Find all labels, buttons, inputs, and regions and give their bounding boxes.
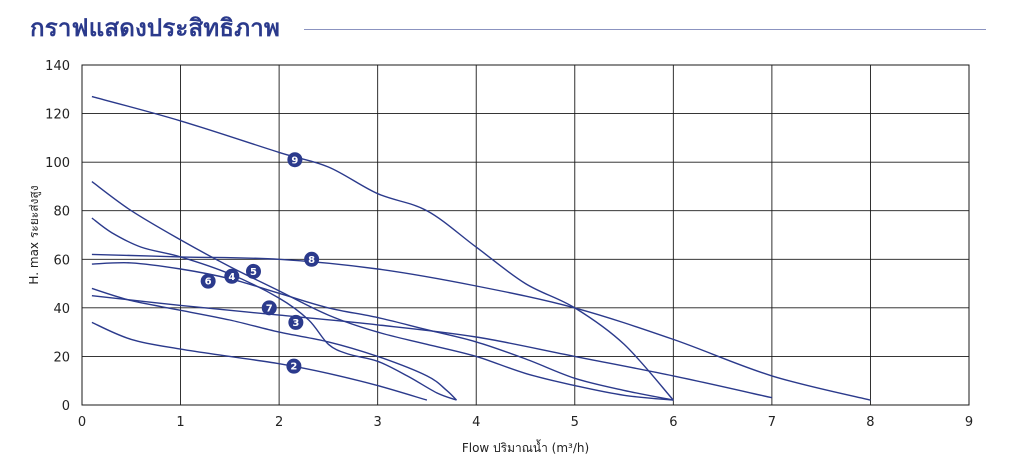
series-line-7 — [91, 295, 773, 399]
marker-number: 4 — [228, 272, 235, 283]
marker-badge — [286, 358, 302, 374]
x-tick-label: 8 — [866, 415, 874, 430]
series-line-9 — [91, 95, 674, 401]
x-tick-label: 6 — [669, 415, 677, 430]
y-tick-label: 0 — [62, 399, 70, 414]
y-tick-label: 20 — [53, 350, 70, 365]
series-markers: 2 3 4 5 6 7 8 9 — [200, 152, 320, 374]
x-tick-label: 3 — [374, 415, 382, 430]
series-line-6 — [91, 262, 674, 401]
y-tick-label: 40 — [53, 302, 70, 317]
marker-badge — [200, 273, 216, 289]
series-line-4 — [91, 217, 457, 401]
series-marker-6: 6 — [200, 273, 216, 289]
series-marker-4: 4 — [224, 268, 240, 284]
x-tick-label: 2 — [275, 415, 283, 430]
x-tick-label: 5 — [571, 415, 579, 430]
marker-badge — [304, 251, 320, 267]
series-line-2 — [91, 321, 428, 401]
series-line-3 — [91, 287, 458, 401]
x-tick-label: 0 — [78, 415, 86, 430]
x-axis-ticks: 0 1 2 3 4 5 6 7 8 9 — [78, 415, 973, 430]
marker-number: 2 — [290, 362, 297, 373]
title-divider — [304, 29, 986, 30]
marker-badge — [224, 268, 240, 284]
page-title: กราฟแสดงประสิทธิภาพ — [30, 14, 280, 42]
marker-number: 5 — [250, 267, 257, 278]
marker-number: 6 — [205, 277, 212, 288]
marker-badge — [245, 263, 261, 279]
y-tick-label: 60 — [53, 253, 70, 268]
series-lines — [91, 95, 871, 401]
series-marker-7: 7 — [261, 300, 277, 316]
y-axis-ticks: 0 20 40 60 80 100 120 140 — [45, 59, 70, 414]
x-tick-label: 9 — [965, 415, 973, 430]
x-axis-label: Flow ปริมาณน้ำ (m³/h) — [462, 439, 589, 455]
chart-grid — [81, 64, 970, 406]
series-marker-2: 2 — [286, 358, 302, 374]
series-marker-9: 9 — [287, 152, 303, 168]
y-tick-label: 140 — [45, 59, 70, 74]
marker-number: 7 — [266, 303, 273, 314]
y-tick-label: 120 — [45, 108, 70, 123]
marker-badge — [287, 152, 303, 168]
marker-badge — [288, 314, 304, 330]
marker-number: 9 — [291, 155, 298, 166]
marker-badge — [261, 300, 277, 316]
series-line-8 — [91, 253, 871, 401]
series-line-5 — [91, 181, 674, 401]
y-axis-label: H. max ระยะส่งสูง — [27, 185, 42, 284]
series-marker-3: 3 — [288, 314, 304, 330]
series-marker-5: 5 — [245, 263, 261, 279]
x-tick-label: 4 — [472, 415, 480, 430]
x-tick-label: 7 — [768, 415, 776, 430]
x-tick-label: 1 — [176, 415, 184, 430]
marker-number: 3 — [292, 318, 299, 329]
series-marker-8: 8 — [304, 251, 320, 267]
y-tick-label: 80 — [53, 205, 70, 220]
marker-number: 8 — [308, 255, 315, 266]
y-tick-label: 100 — [45, 156, 70, 171]
